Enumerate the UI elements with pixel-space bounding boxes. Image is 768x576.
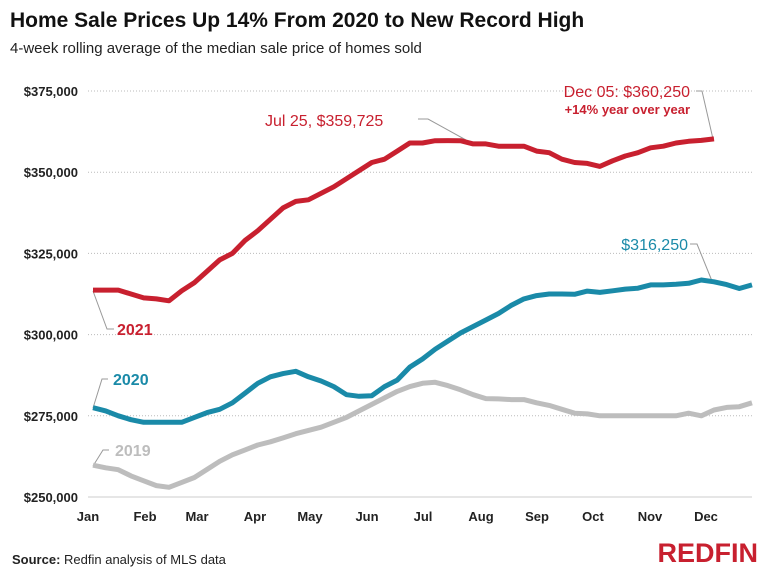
chart-subtitle: 4-week rolling average of the median sal… — [10, 40, 422, 57]
x-tick-label: Jul — [414, 509, 433, 524]
x-tick-label: Nov — [638, 509, 663, 524]
x-tick-label: Aug — [468, 509, 493, 524]
legend-label-2019: 2019 — [115, 443, 151, 460]
source-note: Source: Redfin analysis of MLS data — [12, 552, 226, 567]
source-text: Redfin analysis of MLS data — [64, 552, 226, 567]
leader-line-jul — [418, 118, 467, 141]
series-line-2019 — [92, 379, 753, 490]
chart-title: Home Sale Prices Up 14% From 2020 to New… — [10, 9, 585, 32]
x-tick-label: Feb — [133, 509, 156, 524]
source-label: Source: — [12, 552, 61, 567]
x-tick-label: Apr — [244, 509, 266, 524]
leader-line-2020 — [92, 378, 108, 409]
legend-label-2020: 2020 — [113, 372, 149, 389]
x-tick-label: Oct — [582, 509, 604, 524]
annotation-teal: $316,250 — [621, 237, 688, 254]
x-tick-label: Jan — [77, 509, 99, 524]
x-tick-label: Jun — [355, 509, 378, 524]
y-tick-label: $350,000 — [24, 165, 78, 180]
leader-line-2019 — [92, 449, 109, 467]
y-tick-label: $300,000 — [24, 328, 78, 343]
y-tick-label: $250,000 — [24, 490, 78, 505]
series-line-2021 — [93, 136, 715, 304]
x-tick-label: Sep — [525, 509, 549, 524]
y-tick-label: $325,000 — [24, 246, 78, 261]
leader-line-teal — [690, 243, 713, 282]
y-tick-label: $375,000 — [24, 84, 78, 99]
leader-line-dec — [696, 90, 714, 140]
leader-line-2021 — [92, 290, 114, 330]
annotation-jul: Jul 25, $359,725 — [265, 113, 383, 130]
series-line-2020 — [92, 277, 753, 425]
redfin-logo: REDFIN — [657, 538, 759, 568]
annotation-dec: Dec 05: $360,250 — [564, 84, 690, 101]
legend-label-2021: 2021 — [117, 322, 153, 339]
x-tick-label: Mar — [185, 509, 208, 524]
y-tick-label: $275,000 — [24, 409, 78, 424]
x-tick-label: May — [297, 509, 323, 524]
x-tick-label: Dec — [694, 509, 718, 524]
annotation-yoy: +14% year over year — [565, 102, 690, 117]
